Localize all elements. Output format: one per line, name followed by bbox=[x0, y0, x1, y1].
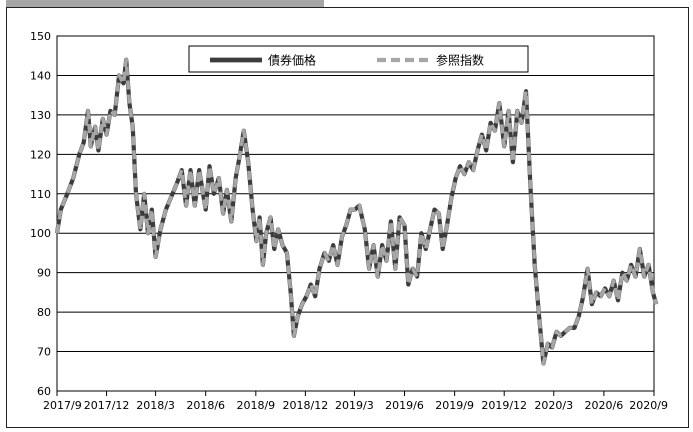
header-tab-strip bbox=[6, 0, 324, 7]
x-tick-label: 2020/9 bbox=[629, 399, 668, 412]
x-tick-label: 2019/12 bbox=[481, 399, 527, 412]
y-tick-label: 140 bbox=[30, 69, 51, 82]
x-tick-label: 2017/9 bbox=[43, 399, 82, 412]
y-tick-label: 150 bbox=[30, 30, 51, 43]
plot-area bbox=[56, 35, 655, 392]
x-tick-label: 2018/6 bbox=[186, 399, 225, 412]
y-tick-label: 130 bbox=[30, 109, 51, 122]
legend-label-bond-price: 債券価格 bbox=[268, 53, 316, 68]
x-tick-label: 2018/12 bbox=[283, 399, 329, 412]
x-tick-label: 2018/9 bbox=[236, 399, 275, 412]
series-line-1 bbox=[55, 57, 658, 366]
y-tick-label: 70 bbox=[37, 346, 51, 359]
x-tick-label: 2019/9 bbox=[435, 399, 474, 412]
y-axis: 60 70 80 90 100 110 120 130 140 150 bbox=[30, 30, 51, 398]
x-tick-label: 2020/6 bbox=[585, 399, 624, 412]
y-tick-label: 90 bbox=[37, 267, 51, 280]
chart-frame bbox=[6, 7, 689, 428]
y-tick-label: 60 bbox=[37, 385, 51, 398]
x-tick-label: 2018/3 bbox=[136, 399, 175, 412]
x-tick-label: 2019/3 bbox=[335, 399, 374, 412]
y-tick-label: 120 bbox=[30, 148, 51, 161]
series-lines bbox=[54, 57, 659, 366]
x-tick-label: 2017/12 bbox=[84, 399, 130, 412]
legend-label-reference-index: 参照指数 bbox=[436, 53, 484, 68]
gridlines bbox=[57, 74, 654, 353]
y-tick-label: 110 bbox=[30, 188, 51, 201]
y-tick-label: 80 bbox=[37, 306, 51, 319]
x-axis: 2017/9 2017/12 2018/3 2018/6 2018/9 2018/12 20… bbox=[43, 391, 668, 412]
y-tick-label: 100 bbox=[30, 227, 51, 240]
x-tick-label: 2020/3 bbox=[534, 399, 573, 412]
x-tick-label: 2019/6 bbox=[385, 399, 424, 412]
legend: 債券価格 参照指数 bbox=[188, 45, 529, 73]
